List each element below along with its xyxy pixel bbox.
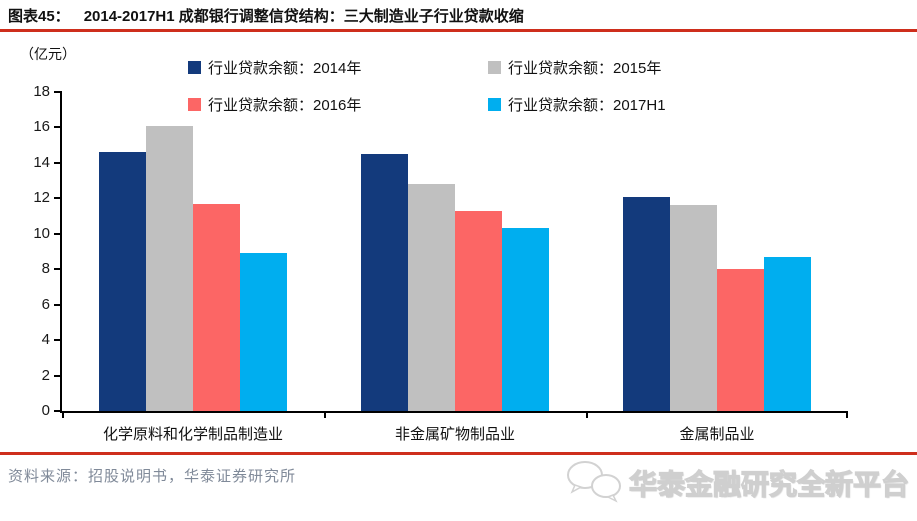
y-axis-tick xyxy=(54,374,62,377)
y-axis-tick-label: 8 xyxy=(41,260,50,278)
y-axis-tick-label: 4 xyxy=(41,331,50,349)
y-axis-tick xyxy=(54,197,62,200)
y-axis-tick-label: 18 xyxy=(33,83,50,100)
bar-非金属矿物制品业-行业贷款余额：2016年 xyxy=(455,210,502,411)
x-axis-category-label: 非金属矿物制品业 xyxy=(394,426,515,443)
y-axis-tick xyxy=(54,232,62,235)
y-axis-tick-label: 6 xyxy=(41,295,50,313)
bar-金属制品业-行业贷款余额：2015年 xyxy=(670,205,717,411)
x-axis-tick xyxy=(586,413,588,418)
chart-legend: 行业贷款余额：2014年 行业贷款余额：2015年行业贷款余额：2016年 行业贷款… xyxy=(188,49,788,123)
bar-金属制品业-行业贷款余额：2016年 xyxy=(717,269,764,411)
legend-label: 行业贷款余额：2015年 xyxy=(508,60,662,77)
bar-非金属矿物制品业-行业贷款余额：2014年 xyxy=(361,154,408,411)
figure-number: 图表45： xyxy=(8,8,70,25)
plot-area: 0 2 4 6 8 10 12 14 16 18 化学原料和化学制品制造业 非金属矿物制品业 金属制品业 xyxy=(33,83,848,443)
x-axis-tick xyxy=(846,413,848,418)
header-divider-line xyxy=(0,29,917,32)
bar-化学原料和化学制品制造业-行业贷款余额：2014年 xyxy=(99,152,146,411)
y-axis-tick xyxy=(54,268,62,271)
bar-化学原料和化学制品制造业-行业贷款余额：2016年 xyxy=(193,203,240,411)
y-axis-tick-label: 10 xyxy=(33,224,50,242)
x-axis-category-label: 金属制品业 xyxy=(679,426,755,443)
y-axis-tick-label: 12 xyxy=(33,189,50,207)
watermark-text: 华泰金融研究全新平台 xyxy=(628,468,909,500)
y-axis-tick xyxy=(54,91,62,93)
legend-item: 行业贷款余额：2014年 xyxy=(188,49,488,86)
y-axis-tick-label: 0 xyxy=(41,402,50,419)
bar-非金属矿物制品业-行业贷款余额：2017H1 xyxy=(502,228,549,411)
legend-item: 行业贷款余额：2016年 xyxy=(188,86,488,123)
bar-金属制品业-行业贷款余额：2014年 xyxy=(623,196,670,411)
y-axis-tick xyxy=(54,126,62,129)
bar-化学原料和化学制品制造业-行业贷款余额：2015年 xyxy=(146,125,193,411)
figure-title-text: 2014-2017H1 成都银行调整信贷结构：三大制造业子行业贷款收缩 xyxy=(83,8,524,25)
bar-非金属矿物制品业-行业贷款余额：2015年 xyxy=(408,184,455,411)
source-note: 资料来源：招股说明书，华泰证券研究所 xyxy=(8,468,297,485)
x-axis-tick xyxy=(324,413,326,418)
chat-bubbles-icon xyxy=(565,459,623,508)
y-axis-tick-label: 14 xyxy=(33,153,50,171)
figure-title: 图表45： 2014-2017H1 成都银行调整信贷结构：三大制造业子行业贷款收缩 xyxy=(8,5,524,26)
legend-item: 行业贷款余额：2017H1 xyxy=(488,86,788,123)
y-axis-tick-label: 2 xyxy=(41,366,50,384)
y-axis-tick xyxy=(54,303,62,306)
bar-化学原料和化学制品制造业-行业贷款余额：2017H1 xyxy=(240,253,287,411)
legend-label: 行业贷款余额：2016年 xyxy=(208,97,362,114)
legend-label: 行业贷款余额：2014年 xyxy=(208,60,362,77)
watermark: 华泰金融研究全新平台 xyxy=(565,457,910,509)
legend-swatch xyxy=(488,61,501,74)
y-axis-tick xyxy=(54,410,62,412)
y-axis-tick xyxy=(54,339,62,342)
footer-divider-line xyxy=(0,452,917,455)
y-axis-tick-label: 16 xyxy=(33,118,50,136)
bar-金属制品业-行业贷款余额：2017H1 xyxy=(764,256,811,411)
legend-swatch xyxy=(488,98,501,111)
legend-swatch xyxy=(188,61,201,74)
legend-item: 行业贷款余额：2015年 xyxy=(488,49,788,86)
legend-swatch xyxy=(188,98,201,111)
legend-label: 行业贷款余额：2017H1 xyxy=(508,97,666,114)
x-axis-tick xyxy=(62,413,64,418)
y-axis-tick xyxy=(54,161,62,164)
y-axis-unit-label: （亿元） xyxy=(20,46,76,62)
x-axis-category-label: 化学原料和化学制品制造业 xyxy=(102,426,283,443)
